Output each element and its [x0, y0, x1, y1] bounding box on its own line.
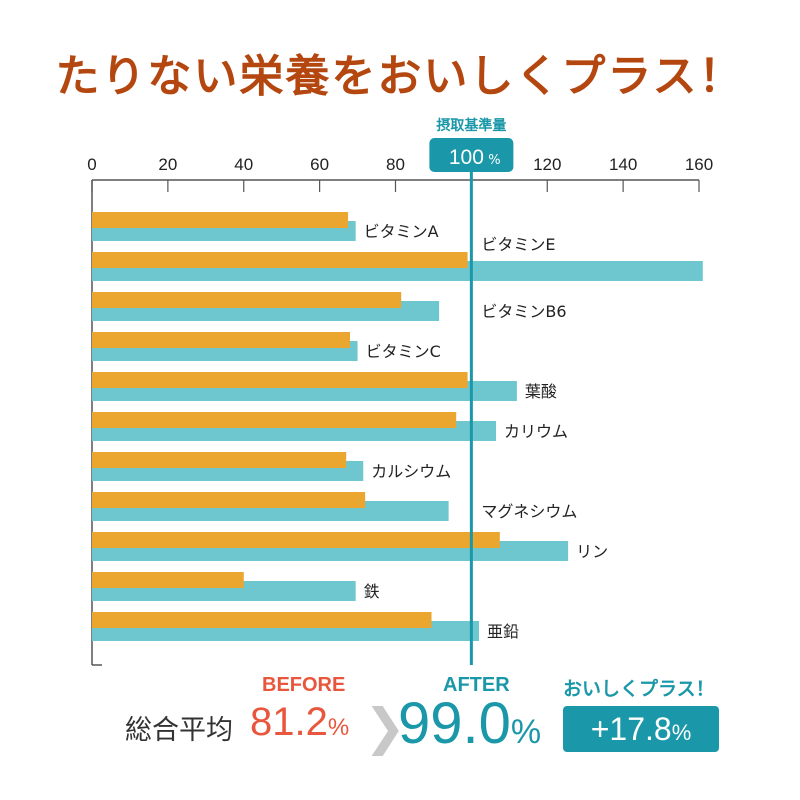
x-tick-label: 60 — [310, 155, 329, 174]
category-label: リン — [576, 542, 608, 561]
before-bar — [92, 572, 244, 588]
reference-label: 摂取基準量 — [436, 117, 506, 134]
category-label: 葉酸 — [525, 382, 557, 401]
category-label: ビタミンC — [366, 342, 441, 361]
before-bar — [92, 252, 468, 268]
x-tick-label: 160 — [685, 155, 713, 174]
x-tick-label: 80 — [386, 155, 405, 174]
category-label: カルシウム — [371, 462, 451, 481]
category-label: ビタミンA — [364, 222, 439, 241]
reference-badge — [429, 138, 514, 172]
x-tick-label: 120 — [533, 155, 561, 174]
before-bar — [92, 492, 366, 508]
x-tick-label: 140 — [609, 155, 637, 174]
category-label: ビタミンB6 — [481, 302, 566, 321]
before-bar — [92, 452, 347, 468]
category-label: カリウム — [504, 422, 568, 441]
before-bar — [92, 332, 350, 348]
before-bar — [92, 532, 500, 548]
x-tick-label: 0 — [87, 155, 96, 174]
x-tick-label: 40 — [234, 155, 253, 174]
category-label: 鉄 — [364, 582, 380, 601]
category-label: 亜鉛 — [487, 622, 519, 641]
category-label: マグネシウム — [481, 502, 577, 521]
before-bar — [92, 612, 432, 628]
x-tick-label: 20 — [158, 155, 177, 174]
reference-value: 100 — [449, 146, 484, 169]
category-label: ビタミンE — [481, 235, 555, 254]
before-bar — [92, 372, 468, 388]
before-bar — [92, 212, 349, 228]
before-bar — [92, 292, 402, 308]
reference-unit: % — [488, 153, 500, 168]
page-title: たりない栄養をおいしくプラス！ — [55, 51, 745, 102]
before-bar — [92, 412, 457, 428]
